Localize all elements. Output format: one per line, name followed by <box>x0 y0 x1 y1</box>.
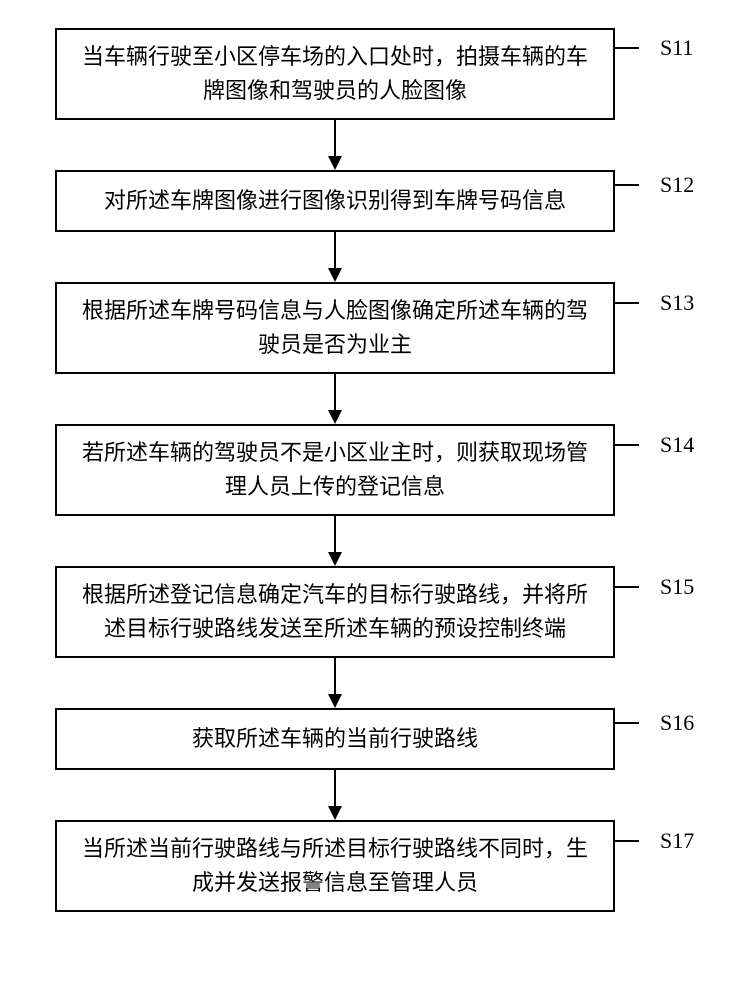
arrow-down-icon <box>328 806 342 820</box>
label-tick <box>615 302 639 304</box>
step-label-s16: S16 <box>660 710 694 736</box>
connector-line <box>334 120 336 156</box>
step-text: 根据所述登记信息确定汽车的目标行驶路线，并将所述目标行驶路线发送至所述车辆的预设… <box>77 578 593 646</box>
label-tick <box>615 444 639 446</box>
connector-line <box>334 658 336 694</box>
label-tick <box>615 722 639 724</box>
label-tick <box>615 184 639 186</box>
flowchart-canvas: 当车辆行驶至小区停车场的入口处时，拍摄车辆的车牌图像和驾驶员的人脸图像 S11 对所… <box>0 0 752 1000</box>
arrow-down-icon <box>328 694 342 708</box>
arrow-down-icon <box>328 268 342 282</box>
step-label-s17: S17 <box>660 828 694 854</box>
step-text: 当车辆行驶至小区停车场的入口处时，拍摄车辆的车牌图像和驾驶员的人脸图像 <box>77 40 593 108</box>
connector-line <box>334 374 336 410</box>
step-box-s12: 对所述车牌图像进行图像识别得到车牌号码信息 <box>55 170 615 232</box>
step-text: 获取所述车辆的当前行驶路线 <box>192 722 478 756</box>
step-text: 若所述车辆的驾驶员不是小区业主时，则获取现场管理人员上传的登记信息 <box>77 436 593 504</box>
step-box-s17: 当所述当前行驶路线与所述目标行驶路线不同时，生成并发送报警信息至管理人员 <box>55 820 615 912</box>
connector-line <box>334 770 336 806</box>
step-text: 对所述车牌图像进行图像识别得到车牌号码信息 <box>104 184 566 218</box>
label-tick <box>615 47 639 49</box>
connector-line <box>334 516 336 552</box>
label-tick <box>615 840 639 842</box>
step-box-s13: 根据所述车牌号码信息与人脸图像确定所述车辆的驾驶员是否为业主 <box>55 282 615 374</box>
step-label-s11: S11 <box>660 35 693 61</box>
arrow-down-icon <box>328 410 342 424</box>
step-box-s11: 当车辆行驶至小区停车场的入口处时，拍摄车辆的车牌图像和驾驶员的人脸图像 <box>55 28 615 120</box>
step-box-s16: 获取所述车辆的当前行驶路线 <box>55 708 615 770</box>
arrow-down-icon <box>328 552 342 566</box>
connector-line <box>334 232 336 268</box>
step-label-s13: S13 <box>660 290 694 316</box>
step-box-s14: 若所述车辆的驾驶员不是小区业主时，则获取现场管理人员上传的登记信息 <box>55 424 615 516</box>
step-label-s14: S14 <box>660 432 694 458</box>
step-box-s15: 根据所述登记信息确定汽车的目标行驶路线，并将所述目标行驶路线发送至所述车辆的预设… <box>55 566 615 658</box>
step-label-s15: S15 <box>660 574 694 600</box>
step-label-s12: S12 <box>660 172 694 198</box>
arrow-down-icon <box>328 156 342 170</box>
step-text: 当所述当前行驶路线与所述目标行驶路线不同时，生成并发送报警信息至管理人员 <box>77 832 593 900</box>
step-text: 根据所述车牌号码信息与人脸图像确定所述车辆的驾驶员是否为业主 <box>77 294 593 362</box>
label-tick <box>615 586 639 588</box>
